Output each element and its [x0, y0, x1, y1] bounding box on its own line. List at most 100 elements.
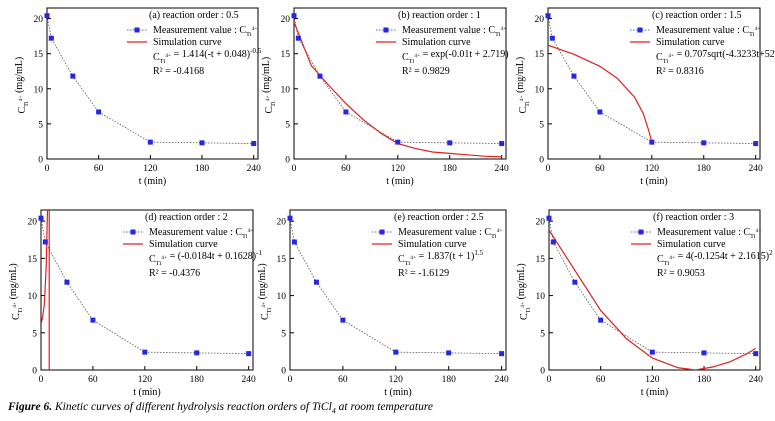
- y-tick-label: 20: [535, 15, 545, 25]
- measurement-point: [70, 74, 75, 79]
- legend-measurement-marker: [384, 28, 389, 33]
- measurement-point: [447, 140, 452, 145]
- y-tick-label: 0: [540, 367, 545, 377]
- measurement-point: [314, 280, 319, 285]
- x-tick-label: 240: [749, 164, 764, 174]
- measurement-point: [499, 141, 504, 146]
- x-tick-label: 60: [595, 164, 605, 174]
- y-tick-label: 5: [32, 329, 37, 339]
- measurement-point: [43, 240, 48, 245]
- x-tick-label: 120: [645, 375, 660, 385]
- x-tick-label: 0: [39, 375, 44, 385]
- y-tick-label: 5: [281, 329, 286, 339]
- r-squared: R² = -1.6129: [398, 268, 449, 279]
- y-tick-label: 5: [38, 120, 43, 130]
- y-tick-label: 10: [535, 85, 545, 95]
- y-tick-label: 20: [536, 218, 546, 228]
- y-tick-label: 10: [277, 292, 287, 302]
- measurement-point: [96, 109, 101, 114]
- y-tick-label: 0: [32, 367, 37, 377]
- x-tick-label: 60: [94, 164, 104, 174]
- x-tick-label: 180: [442, 375, 457, 385]
- measurement-point: [702, 350, 707, 355]
- x-tick-label: 0: [45, 164, 50, 174]
- y-axis-label: CTi4+ (mg/mL): [257, 263, 273, 320]
- measurement-point: [550, 36, 555, 41]
- panel-title: (a) reaction order : 0.5: [149, 10, 239, 21]
- measurement-point: [546, 13, 551, 18]
- x-axis-label: t (min): [139, 176, 167, 187]
- measurement-point: [547, 216, 552, 221]
- chart-panel-d: 0 60 120 180 24005101520t (min)CTi4+ (mg/mL)…: [8, 210, 262, 398]
- x-tick-label: 180: [443, 164, 458, 174]
- x-axis-label: t (min): [640, 176, 668, 187]
- measurement-point: [142, 350, 147, 355]
- x-tick-label: 120: [645, 164, 660, 174]
- y-tick-label: 0: [281, 367, 286, 377]
- y-tick-label: 0: [539, 156, 544, 166]
- measurement-point: [649, 140, 654, 145]
- y-tick-label: 10: [281, 85, 291, 95]
- panel-title: (f) reaction order : 3: [653, 212, 734, 223]
- y-axis-label: CTi4+ (mg/mL): [515, 57, 531, 114]
- y-tick-label: 15: [28, 255, 38, 265]
- r-squared: R² = 0.8316: [656, 66, 704, 77]
- x-axis-label: t (min): [133, 387, 161, 398]
- r-squared: R² = -0.4168: [153, 66, 204, 77]
- y-tick-label: 5: [539, 120, 544, 130]
- measurement-point: [288, 216, 293, 221]
- measurement-point: [753, 351, 758, 356]
- y-tick-label: 10: [536, 292, 546, 302]
- legend-simulation-label: Simulation curve: [402, 37, 471, 48]
- x-axis-label: t (min): [641, 387, 669, 398]
- legend-measurement-marker: [380, 230, 385, 235]
- y-tick-label: 10: [34, 85, 44, 95]
- y-tick-label: 15: [536, 255, 546, 265]
- y-tick-label: 15: [34, 50, 44, 60]
- measurement-point: [292, 13, 297, 18]
- figure-canvas: 0 60 120 180 240 0 5 10 15 20 t (min) CTi4+ (mg/mL)…: [0, 0, 775, 421]
- y-tick-label: 5: [285, 120, 290, 130]
- y-tick-label: 15: [535, 50, 545, 60]
- x-tick-label: 0: [547, 375, 552, 385]
- legend-simulation-label: Simulation curve: [657, 239, 726, 250]
- measurement-point: [317, 74, 322, 79]
- measurement-point: [395, 140, 400, 145]
- r-squared: R² = -0.4376: [149, 268, 200, 279]
- x-tick-label: 60: [341, 164, 351, 174]
- measurement-point: [200, 140, 205, 145]
- fit-equation: CTi4+ = (-0.0184t + 0.1628)-1: [149, 249, 262, 267]
- measurement-point: [571, 74, 576, 79]
- x-tick-label: 60: [596, 375, 606, 385]
- measurement-point: [701, 140, 706, 145]
- measurement-point: [39, 216, 44, 221]
- measurement-point: [340, 318, 345, 323]
- fit-equation: CTi4+ = exp(-0.01t + 2.719): [402, 49, 509, 65]
- y-axis-label: CTi4+ (mg/mL): [516, 263, 532, 320]
- figure-caption: Figure 6. Kinetic curves of different hy…: [8, 401, 433, 415]
- x-tick-label: 0: [292, 164, 297, 174]
- x-tick-label: 240: [749, 375, 764, 385]
- measurement-point: [45, 13, 50, 18]
- measurement-point: [551, 240, 556, 245]
- measurement-point: [296, 36, 301, 41]
- measurement-point: [194, 350, 199, 355]
- r-squared: R² = 0.9829: [402, 66, 450, 77]
- chart-panel-c: 0 60 120 180 24005101520t (min)CTi4+ (mg/mL)…: [515, 8, 775, 187]
- measurement-point: [650, 350, 655, 355]
- panel-title: (e) reaction order : 2.5: [394, 212, 484, 223]
- x-axis-label: t (min): [386, 176, 414, 187]
- chart-panel-a: 0 60 120 180 24005101520t (min)CTi4+ (mg/mL)…: [14, 8, 262, 187]
- measurement-point: [597, 109, 602, 114]
- measurement-point: [292, 240, 297, 245]
- y-tick-label: 15: [277, 255, 287, 265]
- simulation-curve: [548, 45, 652, 142]
- fit-equation: CTi4+ = 1.837(t + 1)1.5: [398, 249, 484, 267]
- x-tick-label: 180: [195, 164, 210, 174]
- panel-title: (b) reaction order : 1: [398, 10, 481, 21]
- legend-measurement-marker: [638, 28, 643, 33]
- legend-simulation-label: Simulation curve: [656, 37, 725, 48]
- measurement-point: [393, 350, 398, 355]
- chart-panel-e: 0 60 120 180 240 0 5 10 15 20 t (min) CTi4+ (mg/mL)…: [257, 210, 509, 398]
- y-axis-label: CTi4+ (mg/mL): [14, 57, 30, 114]
